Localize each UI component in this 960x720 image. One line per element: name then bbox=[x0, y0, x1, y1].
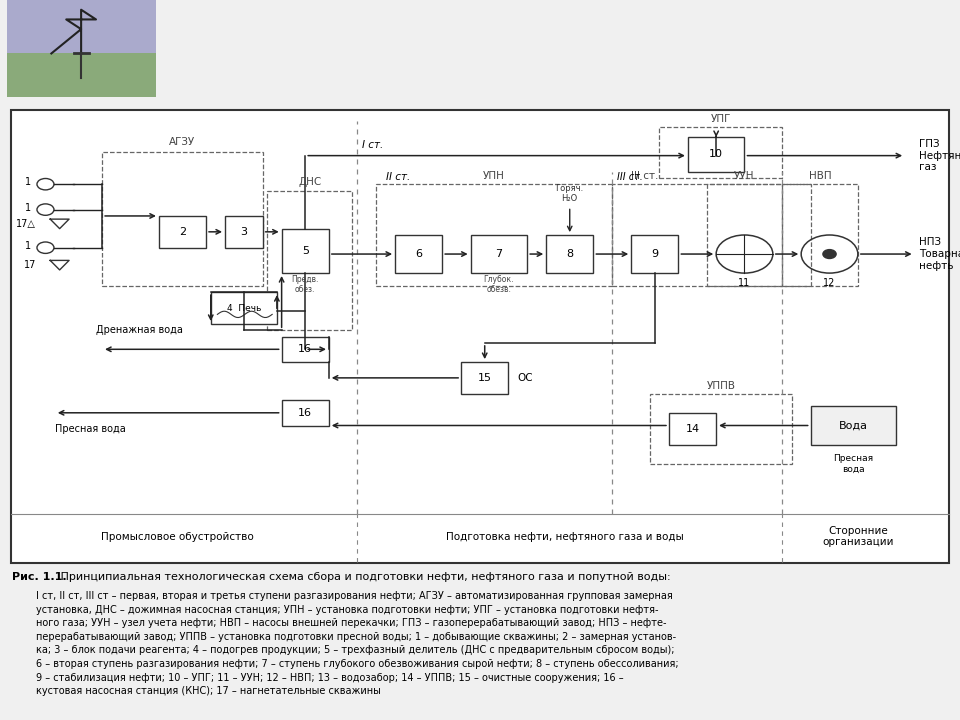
Text: АГЗУ: АГЗУ bbox=[169, 138, 196, 148]
Text: ДНС: ДНС bbox=[299, 177, 322, 187]
Text: ГПЗ
Нефтяной
газ: ГПЗ Нефтяной газ bbox=[920, 139, 960, 172]
Text: НВП: НВП bbox=[808, 171, 831, 181]
Text: 7: 7 bbox=[495, 249, 502, 259]
Bar bbox=[631, 235, 679, 273]
Circle shape bbox=[823, 250, 836, 258]
Bar bbox=[782, 184, 858, 286]
Text: 6: 6 bbox=[415, 249, 422, 259]
Text: Предв.
обез.: Предв. обез. bbox=[292, 275, 319, 294]
Text: III ст.: III ст. bbox=[631, 171, 659, 181]
Bar bbox=[707, 184, 782, 286]
Text: 3: 3 bbox=[240, 227, 248, 237]
Bar bbox=[810, 407, 896, 444]
Text: I ст.: I ст. bbox=[362, 140, 383, 150]
Text: 16: 16 bbox=[299, 344, 312, 354]
Text: Пресная
вода: Пресная вода bbox=[833, 454, 874, 474]
Bar bbox=[281, 229, 329, 273]
Bar bbox=[158, 216, 206, 248]
Bar bbox=[461, 362, 509, 394]
Bar bbox=[470, 235, 527, 273]
Text: УПН: УПН bbox=[483, 171, 505, 181]
Text: 2: 2 bbox=[179, 227, 186, 237]
Text: II ст.: II ст. bbox=[386, 171, 410, 181]
Bar bbox=[546, 235, 593, 273]
Bar bbox=[268, 191, 352, 330]
Text: Вода: Вода bbox=[839, 420, 868, 431]
Text: 17△: 17△ bbox=[16, 219, 36, 228]
Text: 4  Печь: 4 Печь bbox=[227, 304, 261, 312]
Bar bbox=[612, 184, 810, 286]
Bar bbox=[281, 337, 329, 362]
Text: Промысловое обустройство: Промысловое обустройство bbox=[102, 531, 254, 541]
Text: 1: 1 bbox=[25, 240, 32, 251]
Text: Принципиальная технологическая схема сбора и подготовки нефти, нефтяного газа и : Принципиальная технологическая схема сбо… bbox=[57, 572, 670, 582]
Text: 1: 1 bbox=[25, 203, 32, 212]
Text: Глубок.
обезв.: Глубок. обезв. bbox=[484, 275, 515, 294]
Text: УУН: УУН bbox=[734, 171, 755, 181]
Text: Горяч.
Н₂О: Горяч. Н₂О bbox=[556, 184, 584, 203]
Text: 10: 10 bbox=[709, 149, 723, 159]
Text: НПЗ
Товарная
нефть: НПЗ Товарная нефть bbox=[920, 238, 960, 271]
Text: 12: 12 bbox=[824, 278, 836, 288]
Text: УПГ: УПГ bbox=[710, 114, 732, 124]
Text: 16: 16 bbox=[299, 408, 312, 418]
Bar bbox=[225, 216, 263, 248]
Text: Дренажная вода: Дренажная вода bbox=[97, 325, 183, 336]
Text: Сторонние
организации: Сторонние организации bbox=[822, 526, 894, 547]
Bar bbox=[669, 413, 716, 444]
Bar bbox=[650, 394, 792, 464]
Bar bbox=[660, 127, 782, 178]
Text: 11: 11 bbox=[738, 278, 751, 288]
Text: I ст, II ст, III ст – первая, вторая и третья ступени разгазирования нефти; АГЗУ: I ст, II ст, III ст – первая, вторая и т… bbox=[36, 591, 679, 696]
Text: 15: 15 bbox=[478, 373, 492, 383]
Text: 9: 9 bbox=[651, 249, 659, 259]
Text: 5: 5 bbox=[301, 246, 309, 256]
Bar bbox=[395, 235, 443, 273]
Text: УППВ: УППВ bbox=[707, 381, 735, 390]
Text: Подготовка нефти, нефтяного газа и воды: Подготовка нефти, нефтяного газа и воды bbox=[446, 531, 684, 541]
Bar bbox=[7, 53, 156, 97]
Bar bbox=[281, 400, 329, 426]
Bar bbox=[7, 0, 156, 53]
Bar bbox=[102, 153, 263, 286]
Text: 8: 8 bbox=[566, 249, 573, 259]
Bar bbox=[376, 184, 612, 286]
Text: ОС: ОС bbox=[517, 373, 534, 383]
Text: Пресная вода: Пресная вода bbox=[55, 423, 126, 433]
Bar bbox=[687, 137, 745, 171]
Text: 1: 1 bbox=[25, 177, 32, 187]
Text: 17: 17 bbox=[24, 260, 36, 270]
Text: III ст.: III ст. bbox=[617, 171, 643, 181]
Text: 14: 14 bbox=[685, 423, 700, 433]
Bar bbox=[211, 292, 276, 324]
Text: Рис. 1.1.: Рис. 1.1. bbox=[12, 572, 67, 582]
